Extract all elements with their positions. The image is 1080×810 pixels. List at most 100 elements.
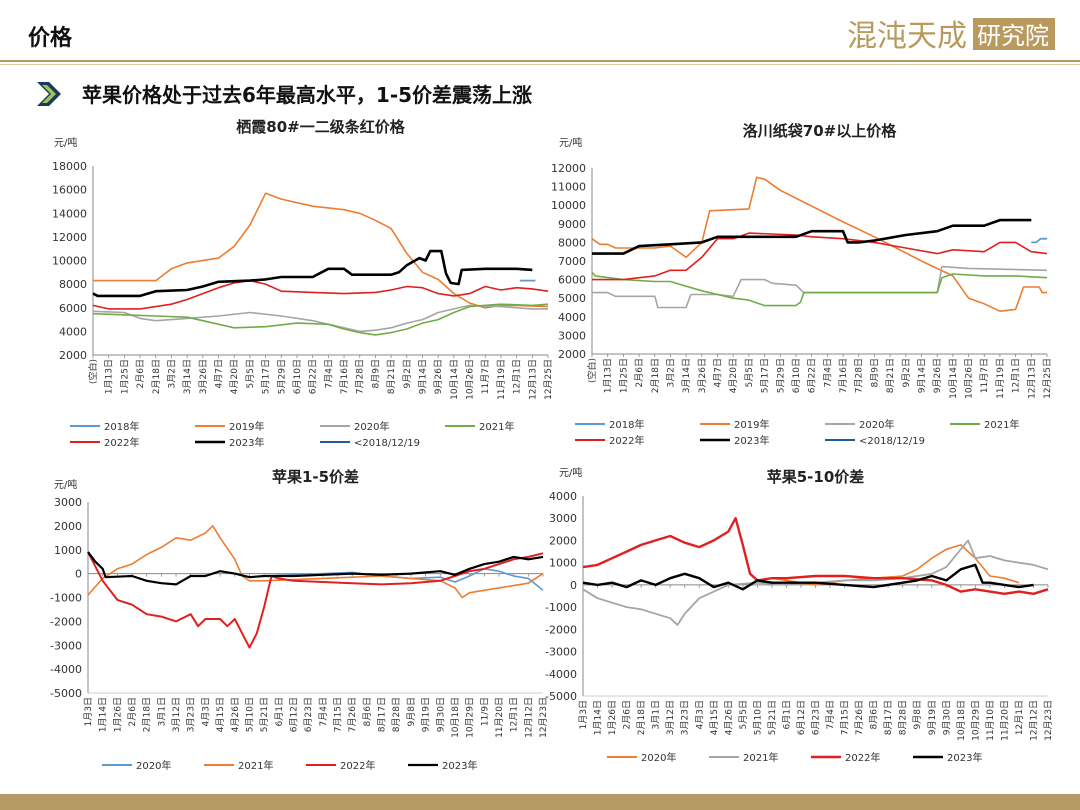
y-tick-label: 3000 <box>54 496 82 509</box>
x-tick-label: 4月3日 <box>694 700 705 729</box>
legend-label: 2023年 <box>229 436 264 449</box>
x-tick-label: 12月23日 <box>1043 700 1054 741</box>
x-tick-label: 5月10日 <box>752 700 763 735</box>
x-tick-label: 1月3日 <box>578 700 589 729</box>
x-tick-label: 7月16日 <box>339 359 350 394</box>
x-tick-label: 3月23日 <box>680 700 691 735</box>
page-title: 价格 <box>28 26 73 51</box>
y-tick-label: 4000 <box>59 325 87 338</box>
x-tick-label: 9月14日 <box>417 359 428 394</box>
x-tick-label: 10月29日 <box>465 697 476 738</box>
legend-label: 2020年 <box>136 759 171 772</box>
legend-label: 2022年 <box>104 436 139 449</box>
x-tick-label: 3月2日 <box>166 359 177 388</box>
x-tick-label: 3月12日 <box>171 697 182 732</box>
x-tick-label: 4月26日 <box>723 700 734 735</box>
x-tick-label: 12月12日 <box>523 697 534 738</box>
legend-label: <2018/12/19 <box>354 438 420 449</box>
series-line-4 <box>592 232 1048 281</box>
y-tick-label: -2000 <box>50 615 82 628</box>
x-tick-label: 7月28日 <box>355 359 366 394</box>
x-tick-label: 1月14日 <box>593 700 604 735</box>
series-line-1 <box>87 525 544 599</box>
y-tick-label: -5000 <box>50 687 82 700</box>
x-tick-label: 2月18日 <box>142 697 153 732</box>
x-tick-label: 8月6日 <box>869 700 880 729</box>
x-tick-label: 2月18日 <box>151 359 162 394</box>
x-tick-label: 11月19日 <box>995 358 1006 399</box>
series-line-3 <box>87 551 544 586</box>
y-tick-label: 16000 <box>52 184 87 197</box>
legend-label: 2023年 <box>442 759 477 772</box>
x-tick-label: 7月16日 <box>838 358 849 393</box>
x-tick-label: 9月14日 <box>916 358 927 393</box>
x-tick-label: 7月4日 <box>323 359 334 388</box>
x-tick-label: 7月4日 <box>318 697 329 726</box>
x-tick-label: 4月7日 <box>713 358 724 387</box>
y-tick-label: -5000 <box>545 690 577 703</box>
x-tick-label: 6月22日 <box>807 358 818 393</box>
x-tick-label: 9月2日 <box>901 358 912 387</box>
x-tick-label: 12月25日 <box>543 359 554 400</box>
header-divider-thin <box>0 64 1080 65</box>
legend-label: 2019年 <box>734 418 769 431</box>
x-tick-label: 11月19日 <box>496 359 507 400</box>
x-tick-label: 9月30日 <box>941 700 952 735</box>
y-tick-label: 10000 <box>52 255 87 268</box>
legend-label: 2022年 <box>845 751 880 764</box>
x-tick-label: 3月1日 <box>156 697 167 726</box>
x-tick-label: 3月12日 <box>665 700 676 735</box>
y-tick-label: -4000 <box>545 668 577 681</box>
legend-label: 2021年 <box>479 420 514 433</box>
y-tick-label: 2000 <box>59 349 87 362</box>
x-tick-label: 6月1日 <box>781 700 792 729</box>
x-tick-label: 9月19日 <box>927 700 938 735</box>
chart-title: 洛川纸袋70#以上价格 <box>743 122 897 140</box>
chart-title: 苹果1-5价差 <box>272 468 359 486</box>
x-tick-label: 11月20日 <box>999 700 1010 741</box>
x-tick-label: 9月30日 <box>435 697 446 732</box>
x-tick-label: 11月10日 <box>985 700 996 741</box>
x-tick-label: 10月26日 <box>465 359 476 400</box>
chevron-right-icon <box>37 82 61 106</box>
chart-title: 栖霞80#一二级条红价格 <box>236 118 405 136</box>
y-tick-label: 12000 <box>52 231 87 244</box>
y-tick-label: 4000 <box>558 311 586 324</box>
y-tick-label: 18000 <box>52 160 87 173</box>
y-tick-label: 7000 <box>558 255 586 268</box>
x-tick-label: 4月26日 <box>230 697 241 732</box>
chart-spread-5-10: 苹果5-10价差 元/吨 -5000 -4000 -3000 -2000 -1000 0 100… <box>545 466 1054 764</box>
x-tick-label: 10月18日 <box>450 697 461 738</box>
legend-label: 2020年 <box>859 418 894 431</box>
y-tick-label: 3000 <box>549 512 577 525</box>
x-tick-label: 8月28日 <box>391 697 402 732</box>
slide-headline: 苹果价格处于过去6年最高水平，1-5价差震荡上涨 <box>82 83 533 107</box>
x-tick-label: 6月23日 <box>303 697 314 732</box>
x-tick-label: 7月28日 <box>854 358 865 393</box>
x-tick-label: 3月1日 <box>651 700 662 729</box>
y-tick-label: 8000 <box>558 236 586 249</box>
legend-label: <2018/12/19 <box>859 436 925 447</box>
x-tick-label: 6月10日 <box>292 359 303 394</box>
x-tick-label: 11月7日 <box>979 358 990 393</box>
x-tick-label: 9月26日 <box>932 358 943 393</box>
x-tick-label: 7月4日 <box>825 700 836 729</box>
series-line-0 <box>264 568 544 591</box>
legend-label: 2021年 <box>238 759 273 772</box>
x-tick-label: 12月1日 <box>512 359 523 394</box>
y-tick-label: 1000 <box>54 544 82 557</box>
x-tick-label: 10月14日 <box>948 358 959 399</box>
x-tick-label: 2月6日 <box>127 697 138 726</box>
y-tick-label: 14000 <box>52 207 87 220</box>
x-tick-label: 2月6日 <box>634 358 645 387</box>
x-tick-label: 2月18日 <box>636 700 647 735</box>
x-tick-label: 1月25日 <box>119 359 130 394</box>
x-tick-label: 9月8日 <box>912 700 923 729</box>
x-tick-label: 2月18日 <box>650 358 661 393</box>
x-tick-label: 7月26日 <box>347 697 358 732</box>
y-tick-label: 12000 <box>551 162 586 175</box>
y-tick-label: 5000 <box>558 292 586 305</box>
legend-label: 2023年 <box>734 434 769 447</box>
